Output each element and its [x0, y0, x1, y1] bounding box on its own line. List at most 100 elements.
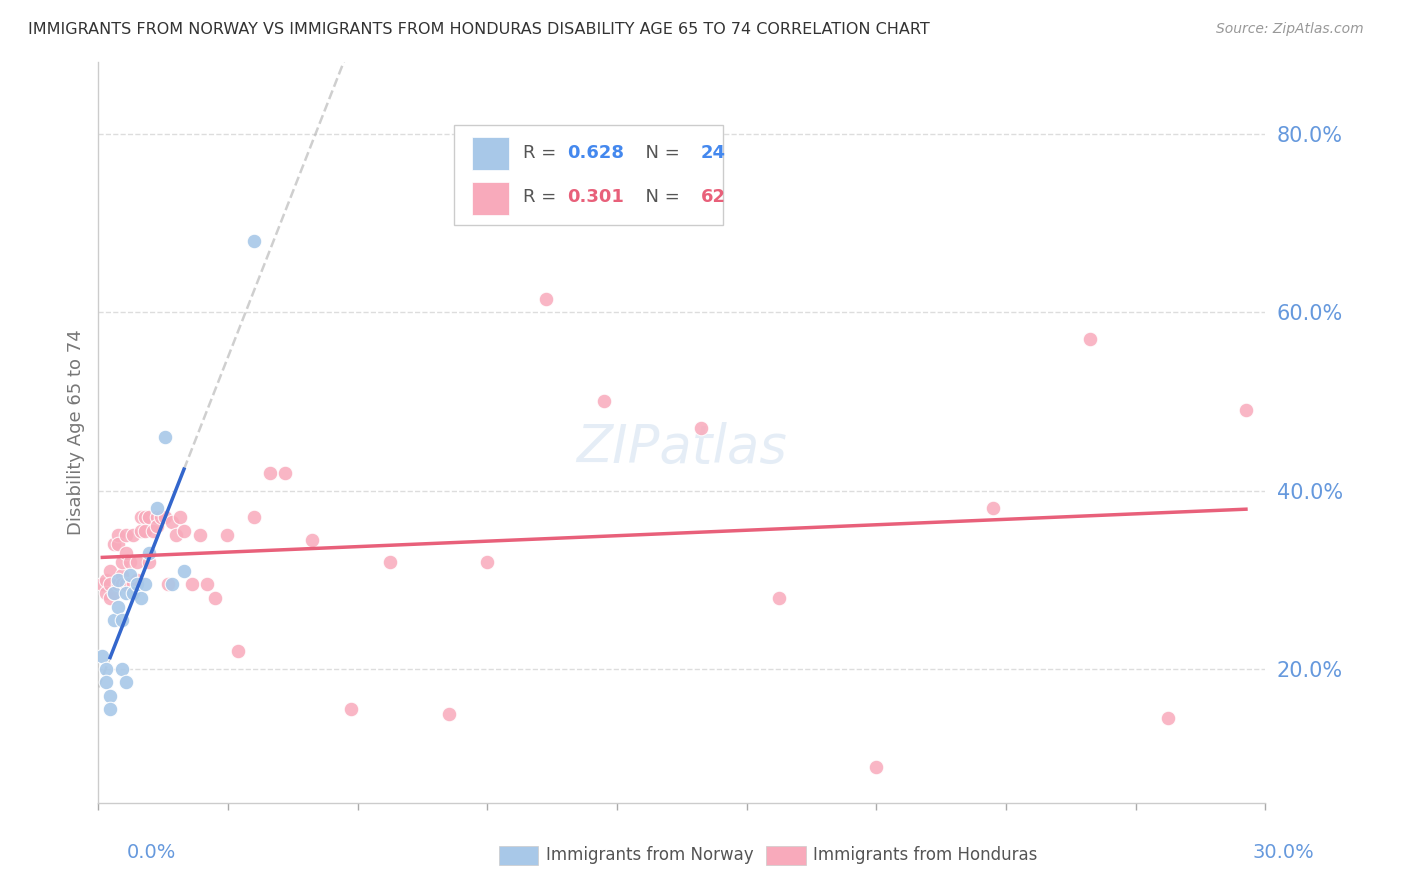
- Point: [138, 510, 160, 524]
- Point: [127, 573, 149, 587]
- Point: [96, 675, 118, 690]
- Point: [215, 528, 238, 542]
- Point: [690, 421, 713, 435]
- Point: [534, 292, 557, 306]
- Point: [173, 564, 195, 578]
- Point: [107, 599, 129, 614]
- Point: [437, 706, 460, 721]
- Point: [228, 644, 250, 658]
- Point: [122, 577, 145, 591]
- Point: [477, 555, 499, 569]
- Point: [146, 519, 169, 533]
- Point: [98, 591, 121, 605]
- Point: [103, 537, 125, 551]
- Text: R =: R =: [523, 145, 562, 162]
- Point: [243, 510, 266, 524]
- Point: [153, 510, 176, 524]
- Point: [129, 591, 152, 605]
- Point: [111, 568, 134, 582]
- Point: [91, 648, 114, 663]
- Point: [111, 613, 134, 627]
- Point: [169, 510, 191, 524]
- Point: [111, 577, 134, 591]
- Point: [146, 510, 169, 524]
- Text: 62: 62: [700, 188, 725, 206]
- Point: [162, 515, 184, 529]
- Point: [96, 662, 118, 676]
- Point: [134, 524, 156, 538]
- Point: [103, 586, 125, 600]
- Point: [188, 528, 211, 542]
- Point: [1080, 332, 1102, 346]
- Point: [340, 702, 363, 716]
- Point: [103, 613, 125, 627]
- Point: [146, 501, 169, 516]
- Point: [165, 528, 187, 542]
- FancyBboxPatch shape: [472, 182, 509, 215]
- Point: [127, 577, 149, 591]
- Point: [195, 577, 218, 591]
- Text: ZIPatlas: ZIPatlas: [576, 421, 787, 474]
- Point: [96, 586, 118, 600]
- Point: [118, 577, 141, 591]
- Point: [153, 430, 176, 444]
- Point: [243, 234, 266, 248]
- Text: 30.0%: 30.0%: [1253, 843, 1315, 862]
- FancyBboxPatch shape: [454, 126, 723, 226]
- Point: [114, 528, 136, 542]
- Y-axis label: Disability Age 65 to 74: Disability Age 65 to 74: [66, 330, 84, 535]
- Point: [107, 537, 129, 551]
- Point: [593, 394, 616, 409]
- Point: [1234, 403, 1257, 417]
- Point: [865, 760, 887, 774]
- Point: [301, 533, 323, 547]
- Point: [114, 546, 136, 560]
- Point: [114, 577, 136, 591]
- Point: [981, 501, 1004, 516]
- Point: [114, 586, 136, 600]
- Text: 0.301: 0.301: [568, 188, 624, 206]
- Point: [162, 577, 184, 591]
- Point: [138, 555, 160, 569]
- Point: [180, 577, 202, 591]
- Point: [129, 510, 152, 524]
- Point: [96, 573, 118, 587]
- Point: [157, 577, 180, 591]
- Point: [91, 577, 114, 591]
- Text: 0.628: 0.628: [568, 145, 624, 162]
- Point: [107, 528, 129, 542]
- Point: [98, 577, 121, 591]
- Text: IMMIGRANTS FROM NORWAY VS IMMIGRANTS FROM HONDURAS DISABILITY AGE 65 TO 74 CORRE: IMMIGRANTS FROM NORWAY VS IMMIGRANTS FRO…: [28, 22, 929, 37]
- Point: [107, 577, 129, 591]
- Point: [129, 524, 152, 538]
- Text: 0.0%: 0.0%: [127, 843, 176, 862]
- Text: 24: 24: [700, 145, 725, 162]
- Text: Immigrants from Honduras: Immigrants from Honduras: [813, 847, 1038, 864]
- Point: [259, 466, 281, 480]
- Point: [114, 675, 136, 690]
- Text: R =: R =: [523, 188, 562, 206]
- Point: [274, 466, 297, 480]
- Point: [111, 555, 134, 569]
- Point: [103, 586, 125, 600]
- Text: N =: N =: [634, 145, 686, 162]
- Point: [107, 573, 129, 587]
- Point: [149, 510, 172, 524]
- Point: [118, 568, 141, 582]
- Point: [111, 662, 134, 676]
- Point: [118, 555, 141, 569]
- Point: [122, 528, 145, 542]
- Point: [98, 689, 121, 703]
- Text: N =: N =: [634, 188, 686, 206]
- Text: Immigrants from Norway: Immigrants from Norway: [546, 847, 754, 864]
- Point: [380, 555, 402, 569]
- FancyBboxPatch shape: [472, 137, 509, 170]
- Text: Source: ZipAtlas.com: Source: ZipAtlas.com: [1216, 22, 1364, 37]
- Point: [138, 546, 160, 560]
- Point: [98, 564, 121, 578]
- Point: [134, 577, 156, 591]
- Point: [204, 591, 226, 605]
- Point: [142, 524, 165, 538]
- Point: [768, 591, 790, 605]
- Point: [122, 586, 145, 600]
